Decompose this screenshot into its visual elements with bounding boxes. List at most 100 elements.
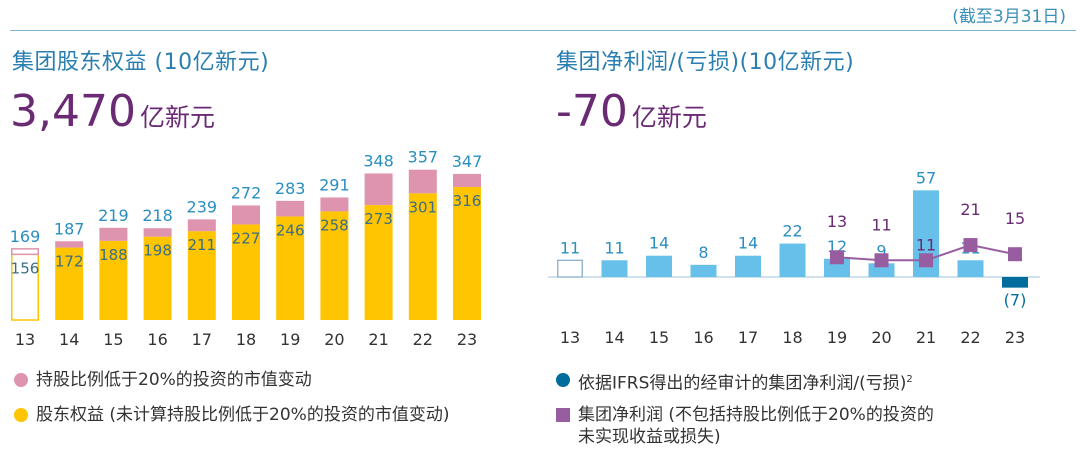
net-loss-bar [1002, 277, 1028, 288]
equity-value-label: 316 [453, 192, 482, 210]
equity-bar [55, 247, 84, 320]
x-tick-label: 15 [103, 330, 123, 349]
legend-label-fair-value: 持股比例低于20%的投资的市值变动 [36, 370, 312, 390]
x-tick-label: 18 [236, 330, 256, 349]
total-value-label: 348 [363, 151, 394, 170]
equity-bar [11, 253, 39, 321]
equity-value-label: 188 [99, 246, 128, 264]
x-tick-label: 17 [192, 330, 212, 349]
legend-label-ifrs: 依据IFRS得出的经审计的集团净利润/(亏损)2 [578, 369, 913, 395]
x-tick-label: 20 [871, 328, 891, 347]
fair-value-bar [453, 173, 481, 187]
left-panel-title: 集团股东权益 (10亿新元) [12, 50, 270, 75]
net-income-value-label: 57 [916, 168, 936, 187]
adjusted-net-income-marker [874, 253, 889, 268]
fair-value-bar [55, 241, 84, 248]
net-income-value-label: 9 [876, 241, 886, 260]
x-tick-label: 21 [368, 330, 388, 349]
x-tick-label: 21 [916, 328, 936, 347]
right-headline-unit: 亿新元 [631, 103, 707, 132]
adjusted-net-income-marker [919, 253, 933, 268]
footnote-marker: 2 [906, 374, 913, 385]
equity-bar [364, 205, 393, 320]
adjusted-net-income-value-label: 21 [960, 200, 980, 219]
legend-swatch-ifrs [556, 373, 570, 387]
adjusted-net-income-marker [830, 250, 844, 265]
right-headline-value: -70 [556, 86, 628, 137]
x-tick-label: 16 [147, 330, 167, 349]
x-tick-label: 17 [738, 328, 758, 347]
adjusted-net-income-value-label: 13 [827, 212, 847, 231]
fair-value-bar [276, 200, 305, 217]
as-of-date-note: (截至3月31日) [952, 7, 1066, 27]
right-headline: -70 亿新元 [556, 86, 707, 137]
net-income-bar [690, 264, 717, 277]
net-income-bar-line-chart: 11131114141581614172218121992057211122(7… [548, 168, 1040, 347]
x-tick-label: 23 [457, 330, 477, 349]
adjusted-net-income-marker [963, 238, 978, 253]
header-divider [10, 30, 1076, 31]
legend-label-adjusted: 集团净利润 (不包括持股比例低于20%的投资的 未实现收益或损失) [578, 404, 934, 448]
total-value-label: 291 [319, 175, 350, 194]
net-income-value-label: 14 [649, 234, 669, 253]
legend-label-equity: 股东权益 (未计算持股比例低于20%的投资的市值变动) [36, 405, 450, 425]
total-value-label: 187 [54, 219, 85, 238]
equity-bar [408, 193, 437, 320]
equity-value-label: 301 [408, 198, 437, 216]
net-income-value-label: 11 [560, 238, 580, 257]
fair-value-bar [143, 228, 172, 237]
left-headline: 3,470 亿新元 [10, 86, 215, 137]
right-legend-item-adjusted: 集团净利润 (不包括持股比例低于20%的投资的 未实现收益或损失) [556, 404, 934, 448]
net-income-bar [779, 243, 806, 277]
left-headline-value: 3,470 [10, 86, 136, 137]
x-tick-label: 13 [15, 330, 35, 349]
total-value-label: 357 [408, 148, 439, 167]
x-tick-label: 13 [560, 328, 580, 347]
x-tick-label: 19 [280, 330, 300, 349]
fair-value-bar [187, 219, 216, 232]
legend-label-ifrs-text: 依据IFRS得出的经审计的集团净利润/(亏损) [578, 373, 907, 394]
total-value-label: 169 [10, 227, 41, 246]
total-value-label: 347 [452, 152, 483, 171]
adjusted-net-income-value-label: 11 [916, 235, 936, 254]
equity-value-label: 156 [11, 259, 40, 277]
equity-value-label: 227 [232, 229, 261, 247]
equity-bar [276, 216, 305, 320]
fair-value-bar [408, 169, 437, 194]
left-legend-item-fair-value: 持股比例低于20%的投资的市值变动 [14, 369, 312, 391]
x-tick-label: 22 [960, 328, 980, 347]
fair-value-bar [320, 197, 349, 212]
legend-swatch-adjusted [556, 408, 570, 422]
adjusted-net-income-value-label: 15 [1005, 209, 1025, 228]
x-tick-label: 15 [649, 328, 669, 347]
right-panel-title: 集团净利润/(亏损)(10亿新元) [556, 50, 855, 75]
left-headline-unit: 亿新元 [139, 103, 215, 132]
net-income-bar [957, 260, 984, 277]
x-tick-label: 14 [604, 328, 624, 347]
equity-value-label: 258 [320, 216, 349, 234]
equity-bar [320, 211, 349, 320]
equity-bar [232, 224, 260, 320]
x-tick-label: 20 [324, 330, 344, 349]
x-tick-label: 22 [413, 330, 433, 349]
fair-value-bar [99, 227, 128, 241]
legend-swatch-equity [14, 408, 28, 422]
x-tick-label: 23 [1005, 328, 1025, 347]
total-value-label: 239 [187, 197, 218, 216]
total-value-label: 283 [275, 179, 306, 198]
net-income-bar [646, 255, 672, 277]
net-income-value-label: 14 [738, 234, 758, 253]
x-tick-label: 16 [693, 328, 713, 347]
equity-value-label: 198 [143, 242, 172, 260]
net-income-value-label: 11 [604, 238, 624, 257]
legend-label-adjusted-line1: 集团净利润 (不包括持股比例低于20%的投资的 [578, 405, 934, 425]
equity-value-label: 172 [55, 253, 84, 271]
net-income-value-label: 22 [782, 222, 802, 241]
fair-value-bar [364, 173, 393, 206]
x-tick-label: 18 [782, 328, 802, 347]
equity-bar [99, 240, 128, 320]
equity-bar [143, 236, 172, 320]
net-loss-value-label: (7) [1004, 291, 1027, 310]
net-income-bar [601, 260, 628, 277]
equity-bar [453, 186, 481, 320]
